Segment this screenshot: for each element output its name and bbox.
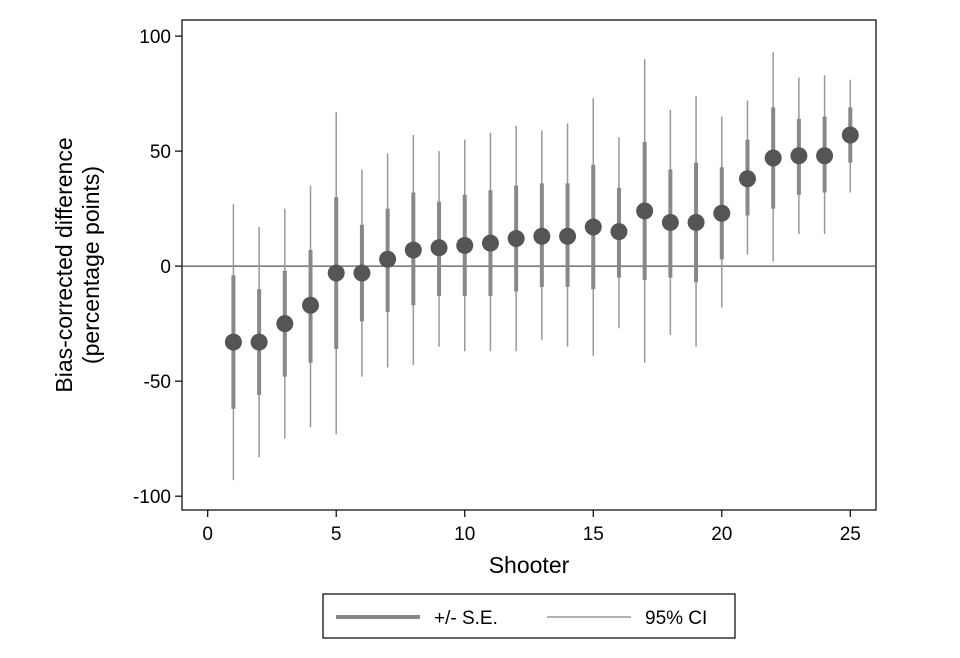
legend-ci-label: 95% CI (645, 608, 707, 629)
point-marker-17 (636, 202, 654, 220)
legend-se-label: +/- S.E. (434, 608, 498, 629)
point-marker-12 (507, 230, 525, 248)
point-marker-13 (533, 227, 551, 245)
y-axis-title-line2: (percentage points) (78, 166, 104, 364)
y-axis: 100 50 0 -50 -100 (133, 27, 182, 508)
y-tick-label-5: -100 (133, 487, 171, 508)
point-marker-11 (481, 234, 499, 252)
point-marker-5 (327, 264, 345, 282)
point-marker-14 (559, 227, 577, 245)
point-marker-22 (764, 149, 782, 167)
point-marker-1 (224, 333, 242, 351)
y-tick-label-4: -50 (144, 372, 171, 393)
legend: +/- S.E. 95% CI (322, 593, 736, 639)
y-tick-label-2: 50 (150, 142, 171, 163)
point-marker-2 (250, 333, 268, 351)
point-marker-15 (584, 218, 602, 236)
point-marker-4 (302, 296, 320, 314)
point-marker-25 (841, 126, 859, 144)
x-tick-label-3: 10 (454, 524, 475, 545)
x-axis-title: Shooter (489, 552, 570, 578)
point-marker-7 (379, 250, 397, 268)
x-tick-label-1: 0 (202, 524, 213, 545)
point-marker-16 (610, 223, 628, 241)
point-marker-20 (713, 204, 731, 222)
point-marker-18 (661, 213, 679, 231)
point-marker-10 (456, 236, 474, 254)
point-marker-19 (687, 213, 705, 231)
point-marker-21 (738, 170, 756, 188)
point-marker-24 (816, 147, 834, 165)
point-marker-23 (790, 147, 808, 165)
point-marker-3 (276, 315, 294, 333)
point-marker-9 (430, 239, 448, 257)
y-axis-title-line1: Bias-corrected difference (51, 137, 77, 392)
point-marker-8 (404, 241, 422, 259)
plot-frame (181, 19, 877, 511)
x-tick-label-4: 15 (583, 524, 604, 545)
marker-layer (224, 126, 859, 351)
x-tick-label-2: 5 (331, 524, 342, 545)
x-tick-label-6: 25 (840, 524, 861, 545)
point-marker-6 (353, 264, 371, 282)
x-tick-label-5: 20 (711, 524, 732, 545)
y-tick-label-1: 100 (139, 27, 171, 48)
x-axis: 0 5 10 15 20 25 (202, 510, 861, 545)
y-tick-label-3: 0 (160, 257, 171, 278)
